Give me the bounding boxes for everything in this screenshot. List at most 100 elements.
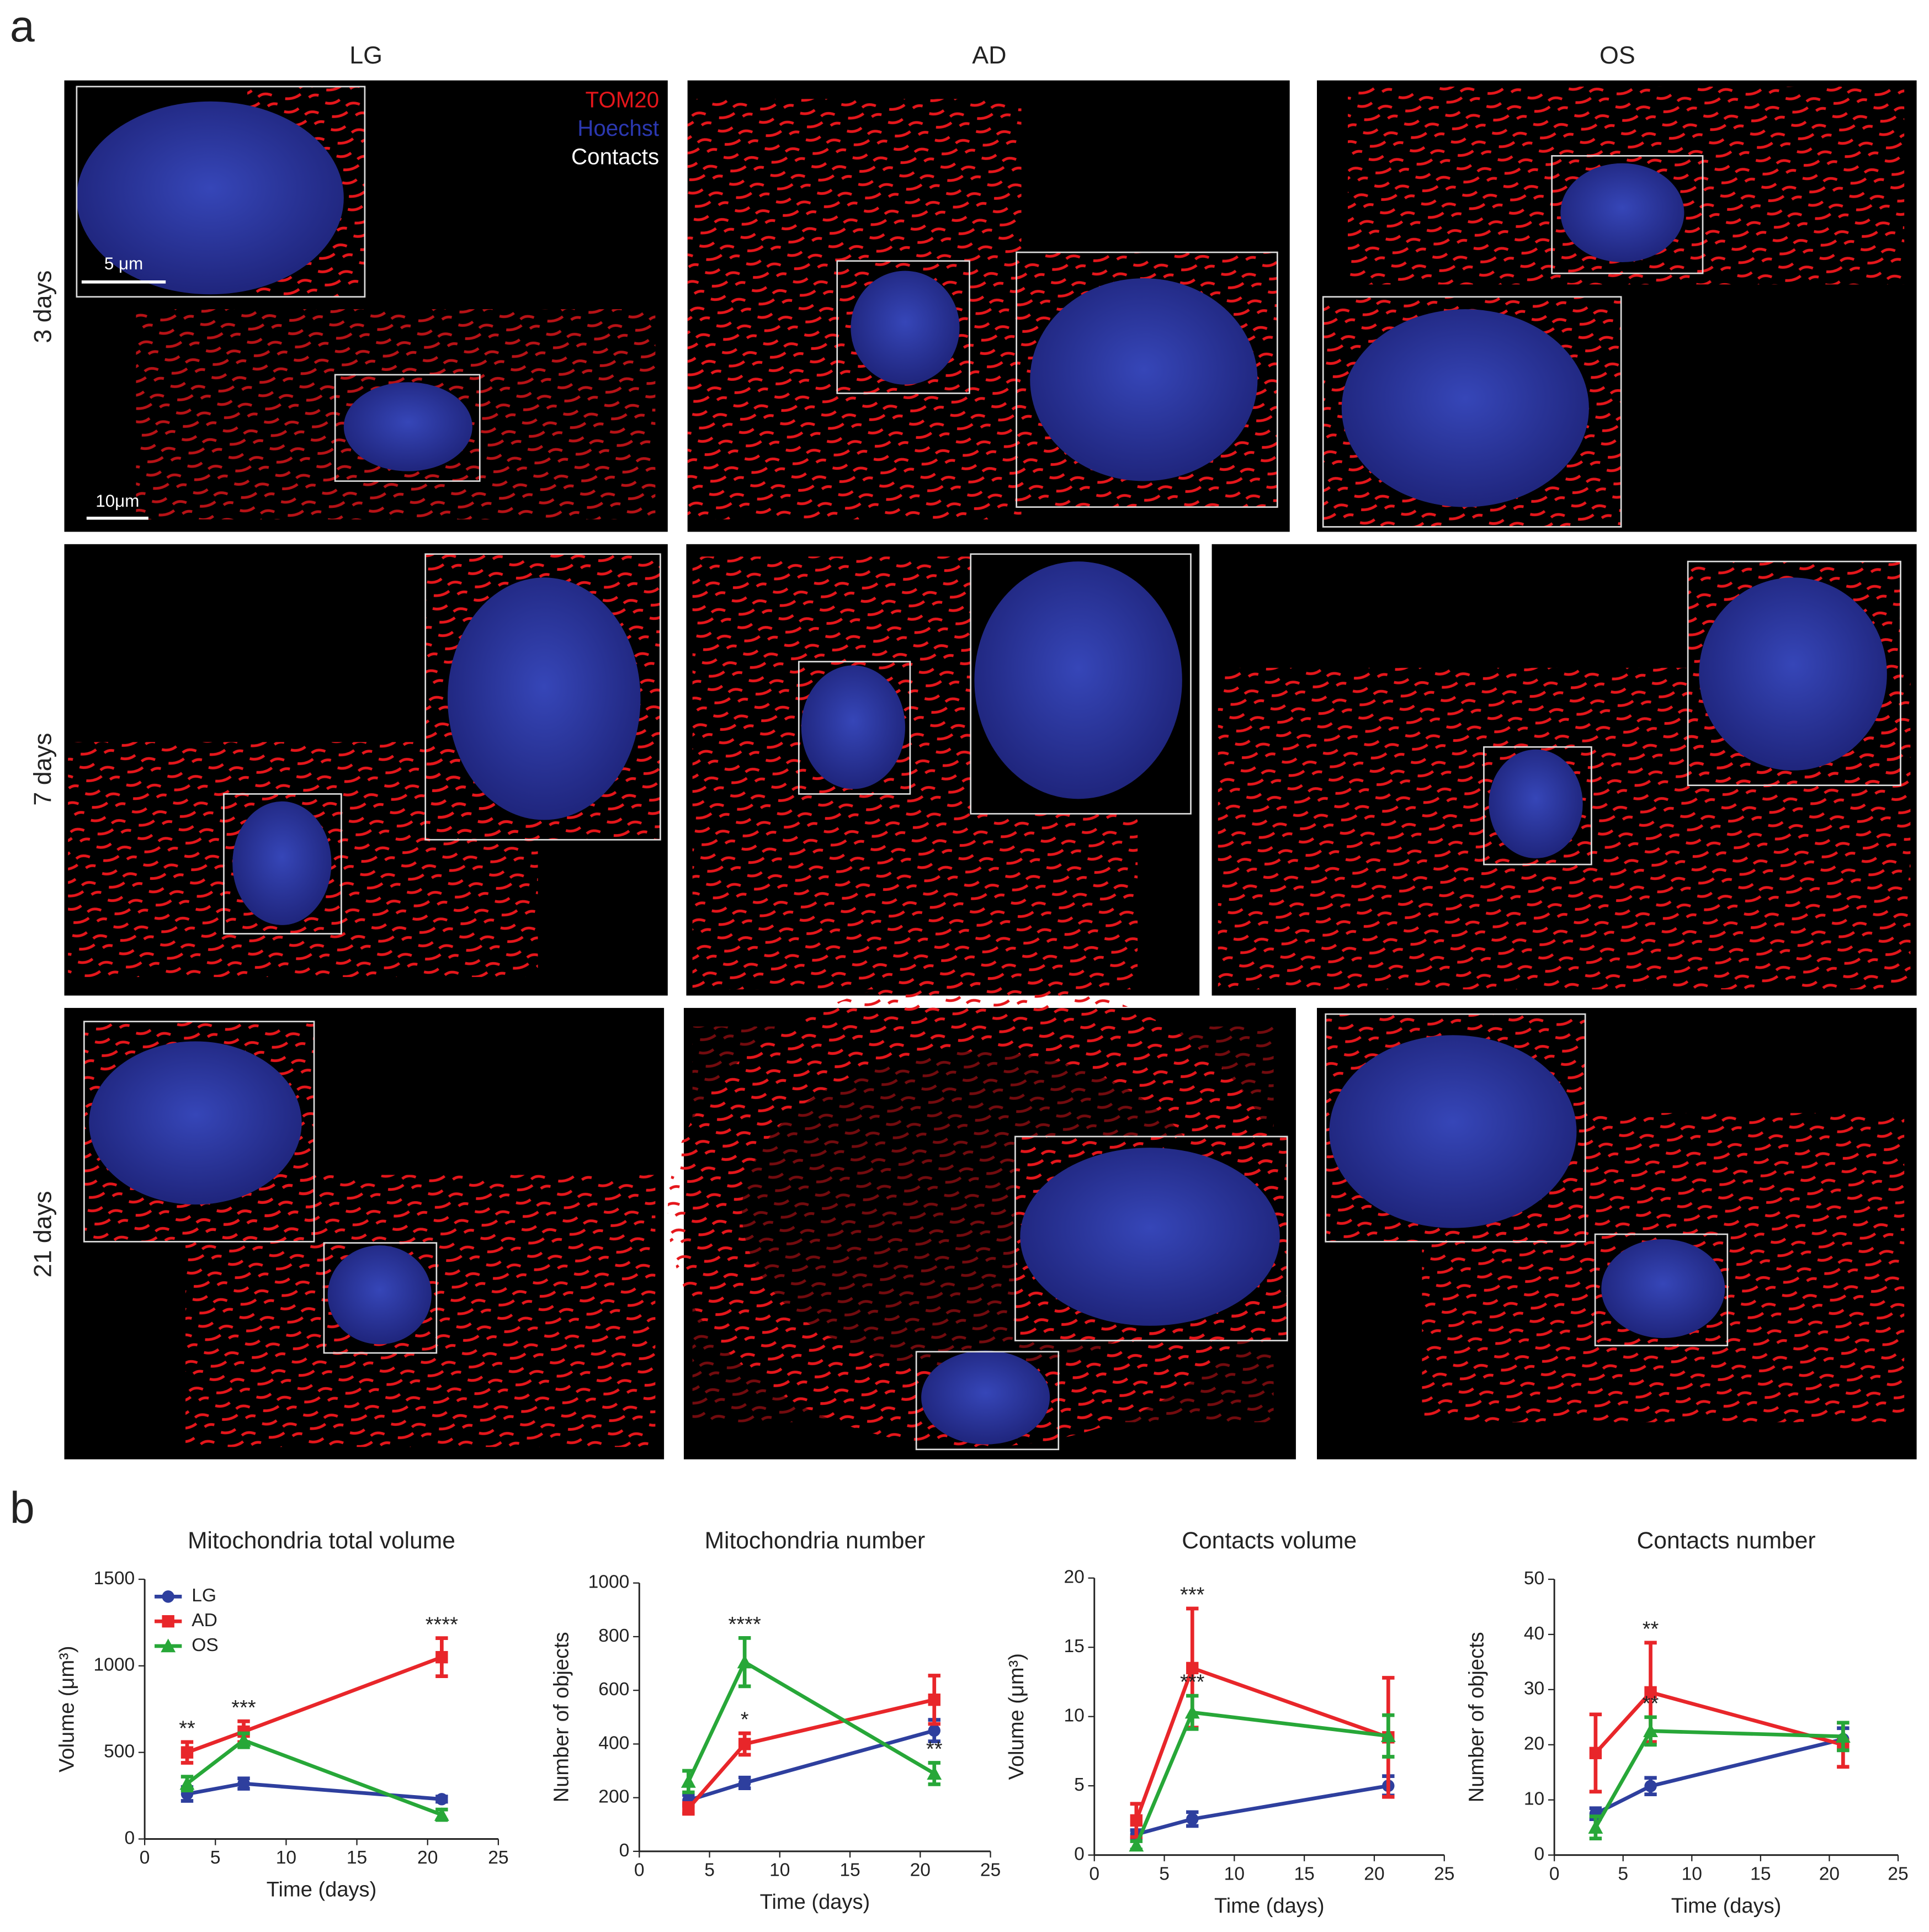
legend-label: TOM20 xyxy=(585,87,659,112)
series-line xyxy=(687,1697,935,1810)
significance: ** xyxy=(1643,1692,1659,1715)
x-tick-label: 20 xyxy=(1819,1864,1840,1884)
y-tick-label: 0 xyxy=(1074,1844,1085,1864)
column-label: OS xyxy=(1599,41,1635,69)
y-tick-label: 10 xyxy=(1524,1789,1544,1809)
row-label: 21 days xyxy=(29,1191,56,1277)
significance: ** xyxy=(1643,1618,1659,1641)
chart-title: Contacts number xyxy=(1637,1527,1816,1554)
marker xyxy=(737,1654,752,1669)
legend-marker xyxy=(162,1590,174,1603)
x-axis-label: Time (days) xyxy=(1671,1894,1782,1918)
y-tick-label: 50 xyxy=(1524,1568,1544,1589)
marker xyxy=(927,1766,942,1780)
y-axis-label: Volume (μm³) xyxy=(1005,1653,1028,1780)
marker xyxy=(237,1777,250,1790)
significance: *** xyxy=(1180,1584,1205,1607)
y-tick-label: 10 xyxy=(1064,1706,1084,1726)
series-line xyxy=(185,1738,443,1817)
y-tick-label: 800 xyxy=(598,1626,629,1646)
y-tick-label: 1500 xyxy=(93,1568,135,1589)
y-axis-label: Number of objects xyxy=(1465,1632,1488,1802)
x-tick-label: 10 xyxy=(1682,1864,1702,1884)
x-tick-label: 0 xyxy=(634,1860,645,1881)
significance: * xyxy=(741,1708,749,1732)
y-tick-label: 200 xyxy=(598,1787,629,1807)
marker xyxy=(681,1774,696,1788)
chart-title: Contacts volume xyxy=(1182,1527,1357,1554)
marker xyxy=(236,1733,251,1747)
chart-title: Mitochondria total volume xyxy=(188,1527,455,1554)
significance: **** xyxy=(426,1613,458,1636)
micrographs xyxy=(64,80,1917,1459)
legend-marker xyxy=(162,1615,174,1628)
x-tick-label: 25 xyxy=(1434,1864,1454,1884)
y-tick-label: 0 xyxy=(125,1828,135,1848)
y-tick-label: 500 xyxy=(104,1742,135,1762)
marker xyxy=(180,1746,194,1759)
y-tick-label: 1000 xyxy=(93,1655,135,1675)
x-tick-label: 0 xyxy=(1089,1864,1099,1884)
x-tick-label: 10 xyxy=(276,1848,296,1868)
x-tick-label: 15 xyxy=(1750,1864,1771,1884)
y-tick-label: 5 xyxy=(1074,1775,1085,1795)
x-tick-label: 15 xyxy=(347,1848,367,1868)
x-tick-label: 10 xyxy=(1224,1864,1245,1884)
x-tick-label: 5 xyxy=(704,1860,715,1881)
x-tick-label: 20 xyxy=(910,1860,931,1881)
legend-label: AD xyxy=(192,1610,217,1631)
row-label: 3 days xyxy=(29,270,56,343)
x-tick-label: 20 xyxy=(1364,1864,1384,1884)
marker xyxy=(434,1807,449,1821)
marker xyxy=(682,1802,695,1815)
marker xyxy=(1588,1820,1603,1834)
y-axis-label: Number of objects xyxy=(550,1632,573,1802)
marker xyxy=(1643,1723,1658,1737)
marker xyxy=(738,1738,751,1750)
series-line xyxy=(1593,1729,1843,1829)
x-tick-label: 20 xyxy=(417,1848,438,1868)
legend-label: Hoechst xyxy=(577,115,659,141)
x-axis-label: Time (days) xyxy=(267,1878,377,1902)
legend-label: Contacts xyxy=(571,144,659,169)
series-line xyxy=(1594,1690,1844,1755)
marker xyxy=(1835,1729,1851,1743)
significance: *** xyxy=(231,1696,256,1719)
chart-title: Mitochondria number xyxy=(705,1527,926,1554)
x-tick-label: 10 xyxy=(769,1860,790,1881)
x-tick-label: 25 xyxy=(488,1848,508,1868)
marker xyxy=(1186,1813,1199,1825)
marker xyxy=(1129,1838,1144,1852)
significance: ** xyxy=(179,1717,195,1740)
x-tick-label: 0 xyxy=(140,1848,150,1868)
x-axis-label: Time (days) xyxy=(760,1891,870,1914)
y-tick-label: 20 xyxy=(1064,1567,1084,1588)
significance: **** xyxy=(729,1613,761,1636)
y-tick-label: 0 xyxy=(619,1840,630,1861)
y-tick-label: 1000 xyxy=(588,1572,630,1593)
x-tick-label: 5 xyxy=(1159,1864,1170,1884)
marker xyxy=(435,1650,448,1664)
x-tick-label: 15 xyxy=(1294,1864,1314,1884)
x-axis-label: Time (days) xyxy=(1214,1894,1325,1918)
series-line xyxy=(1135,1784,1389,1837)
significance: *** xyxy=(1180,1671,1205,1694)
y-tick-label: 30 xyxy=(1524,1679,1544,1699)
column-label: LG xyxy=(349,41,382,69)
marker xyxy=(1644,1780,1657,1792)
x-tick-label: 15 xyxy=(839,1860,860,1881)
marker xyxy=(738,1776,751,1790)
y-tick-label: 15 xyxy=(1064,1636,1084,1657)
marker xyxy=(928,1694,940,1706)
panel-label: a xyxy=(10,2,35,51)
x-tick-label: 5 xyxy=(210,1848,221,1868)
y-tick-label: 0 xyxy=(1534,1844,1545,1864)
legend-label: LG xyxy=(192,1585,216,1606)
row-label: 7 days xyxy=(29,733,56,806)
panel-label: b xyxy=(10,1483,35,1533)
scale-bar-label: 5 μm xyxy=(104,254,143,273)
series-line xyxy=(186,1655,443,1754)
y-tick-label: 600 xyxy=(598,1679,629,1700)
legend-marker xyxy=(161,1638,176,1653)
